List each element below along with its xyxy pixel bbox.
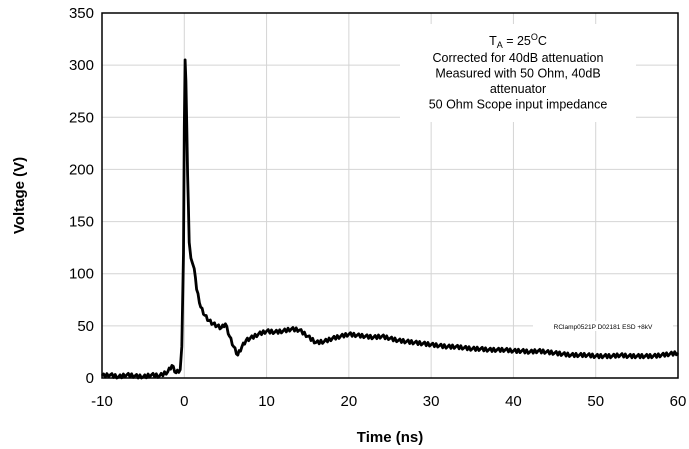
annotation-line: Measured with 50 Ohm, 40dB: [435, 67, 600, 81]
x-tick-label: 60: [670, 393, 687, 410]
y-tick-label: 150: [69, 214, 94, 231]
y-tick-labels: 0 50 100 150 200 250 300 350: [69, 5, 94, 387]
series-label: RClamp0521P D02181 ESD +8kV: [554, 324, 653, 331]
x-tick-labels: -10 0 10 20 30 40 50 60: [91, 393, 686, 410]
x-axis-title: Time (ns): [357, 429, 423, 446]
x-tick-label: -10: [91, 393, 113, 410]
annotation-temperature: TA = 25OC: [489, 32, 547, 50]
annotation-line: attenuator: [490, 82, 546, 96]
y-tick-label: 350: [69, 5, 94, 22]
y-tick-label: 50: [77, 318, 94, 335]
y-tick-label: 200: [69, 161, 94, 178]
annotation-line: Corrected for 40dB attenuation: [433, 51, 604, 65]
x-tick-label: 20: [341, 393, 358, 410]
annotation-box: [400, 24, 636, 122]
series-line: [100, 58, 680, 380]
x-tick-label: 0: [180, 393, 188, 410]
annotation-lines: Corrected for 40dB attenuation Measured w…: [429, 51, 608, 112]
x-tick-label: 50: [587, 393, 604, 410]
y-tick-label: 100: [69, 266, 94, 283]
annotation-line: 50 Ohm Scope input impedance: [429, 98, 608, 112]
y-axis-title: Voltage (V): [11, 157, 28, 234]
x-tick-label: 30: [423, 393, 440, 410]
y-tick-label: 250: [69, 109, 94, 126]
y-tick-label: 300: [69, 57, 94, 74]
plot-area: [101, 12, 679, 379]
x-tick-label: 10: [258, 393, 275, 410]
y-tick-label: 0: [86, 370, 94, 387]
x-tick-label: 40: [505, 393, 522, 410]
series-label-background: [533, 321, 673, 331]
